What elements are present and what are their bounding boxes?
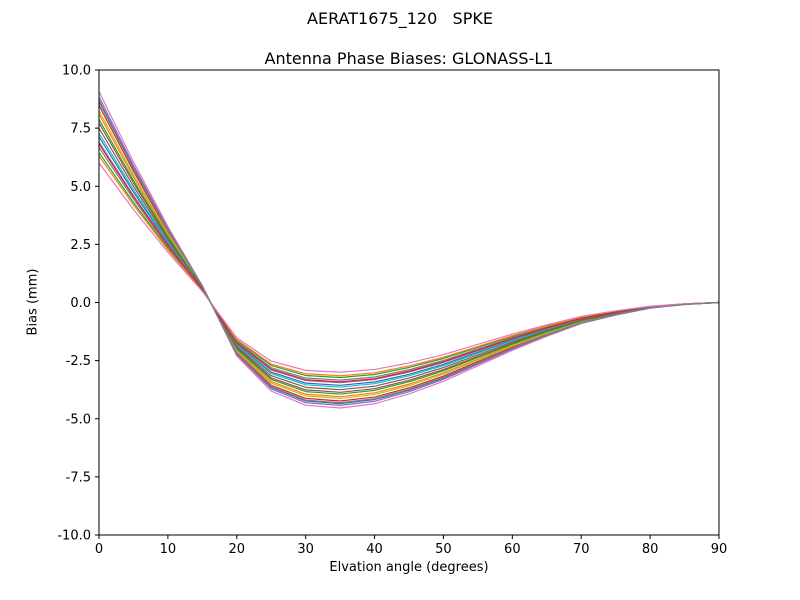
y-axis-label: Bias (mm)	[25, 268, 41, 336]
x-tick-label: 30	[297, 542, 314, 557]
series-line-channel-17	[98, 162, 720, 373]
x-tick-label: 10	[160, 542, 177, 557]
y-tick-label: -5.0	[66, 412, 91, 427]
figure-suptitle: AERAT1675_120 SPKE	[307, 9, 493, 28]
y-tick-label: 5.0	[70, 180, 91, 195]
y-tick-label: -10.0	[57, 529, 91, 544]
series-line-channel-18	[98, 101, 720, 404]
y-tick-label: -2.5	[66, 354, 91, 369]
x-tick-label: 90	[711, 542, 728, 557]
x-tick-label: 20	[229, 542, 246, 557]
x-axis-label: Elvation angle (degrees)	[329, 560, 489, 575]
series-line-channel-16	[98, 127, 720, 391]
axes-background	[99, 70, 719, 535]
x-tick-label: 50	[435, 542, 452, 557]
y-tick-label: 0.0	[70, 296, 91, 311]
series-line-channel-14	[98, 143, 720, 383]
y-tick-label: 7.5	[70, 122, 91, 137]
y-tick-label: 2.5	[70, 238, 91, 253]
x-tick-label: 70	[573, 542, 590, 557]
axes-title: Antenna Phase Biases: GLONASS-L1	[264, 49, 554, 68]
y-tick-label: 10.0	[62, 64, 91, 79]
y-tick-label: -7.5	[66, 470, 91, 485]
x-tick-label: 40	[366, 542, 383, 557]
x-tick-label: 60	[504, 542, 521, 557]
x-tick-label: 0	[95, 542, 103, 557]
x-tick-label: 80	[642, 542, 659, 557]
